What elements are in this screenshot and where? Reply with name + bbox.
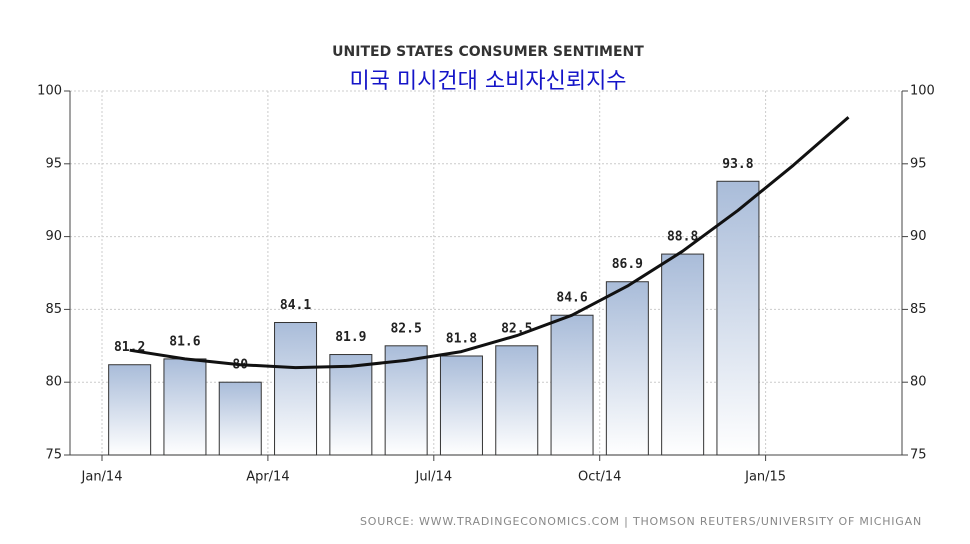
x-tick-label: Apr/14 <box>246 470 289 485</box>
bar <box>716 180 760 456</box>
y2-tick-label: 85 <box>910 302 927 317</box>
y-tick-label: 85 <box>45 302 62 317</box>
bar <box>329 354 373 456</box>
source-note: SOURCE: WWW.TRADINGECONOMICS.COM | THOMS… <box>360 515 922 528</box>
y2-tick-label: 100 <box>910 84 935 99</box>
y-tick-label: 90 <box>45 229 62 244</box>
x-tick-label: Oct/14 <box>578 470 621 485</box>
y2-tick-label: 95 <box>910 156 927 171</box>
value-label: 81.8 <box>446 331 477 346</box>
y-tick-label: 100 <box>37 84 62 99</box>
bar <box>384 345 428 456</box>
y2-tick-label: 90 <box>910 229 927 244</box>
value-label: 81.6 <box>169 334 200 349</box>
bar <box>495 345 539 456</box>
bar <box>439 355 483 456</box>
bar <box>661 253 705 456</box>
y-tick-label: 75 <box>45 448 62 463</box>
chart-subtitle: 미국 미시건대 소비자신뢰지수 <box>349 69 626 94</box>
trend-line <box>129 116 850 370</box>
y2-tick-label: 75 <box>910 448 927 463</box>
x-tick-label: Jan/15 <box>744 470 786 485</box>
value-label: 84.1 <box>280 298 311 313</box>
bar <box>108 364 152 456</box>
y-tick-label: 95 <box>45 156 62 171</box>
bar <box>218 381 262 456</box>
x-tick-label: Jul/14 <box>414 470 452 485</box>
y-tick-label: 80 <box>45 375 62 390</box>
value-label: 88.8 <box>667 230 698 245</box>
value-label: 82.5 <box>390 321 421 336</box>
y2-tick-label: 80 <box>910 375 927 390</box>
value-label: 86.9 <box>612 257 643 272</box>
value-label: 84.6 <box>556 291 587 306</box>
bar <box>550 314 594 456</box>
value-label: 81.9 <box>335 330 366 345</box>
value-label: 93.8 <box>722 157 753 172</box>
x-tick-label: Jan/14 <box>81 470 123 485</box>
bar <box>605 281 649 456</box>
bar <box>163 358 207 456</box>
chart-title: UNITED STATES CONSUMER SENTIMENT <box>332 44 644 60</box>
bar <box>274 322 318 456</box>
